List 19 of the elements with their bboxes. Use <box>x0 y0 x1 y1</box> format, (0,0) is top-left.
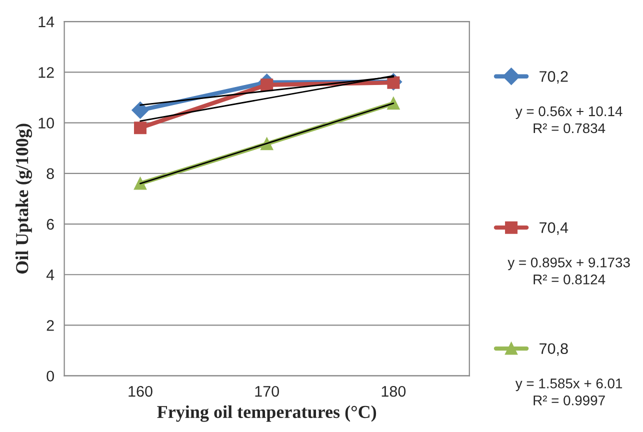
x-axis-title: Frying oil temperatures (°C) <box>157 405 376 422</box>
text: y = 0.56x + 10.14 R² = 0.7834 <box>515 106 622 134</box>
legend-label: 70,2 <box>540 71 568 84</box>
legend-label: 70,4 <box>540 222 568 235</box>
y-axis-title: Oil Uptake (g/100g) <box>16 124 32 274</box>
y-tick-label: 6 <box>46 218 54 230</box>
legend-label: 70,8 <box>540 343 568 356</box>
y-tick-label: 4 <box>46 270 54 280</box>
text: y = 1.585x + 6.01 R² = 0.9997 <box>515 378 622 406</box>
x-tick-label: 180 <box>382 386 406 397</box>
text: y = 0.895x + 9.1733 R² = 0.8124 <box>508 258 630 284</box>
y-tick-label: 2 <box>46 320 54 331</box>
x-tick-label: 160 <box>128 386 152 397</box>
y-tick-label: 0 <box>46 370 54 382</box>
x-tick-label: 170 <box>255 386 279 397</box>
y-tick-label: 12 <box>38 67 54 78</box>
y-tick-label: 10 <box>38 118 54 128</box>
y-tick-label: 14 <box>38 16 54 28</box>
y-tick-label: 8 <box>46 168 54 180</box>
